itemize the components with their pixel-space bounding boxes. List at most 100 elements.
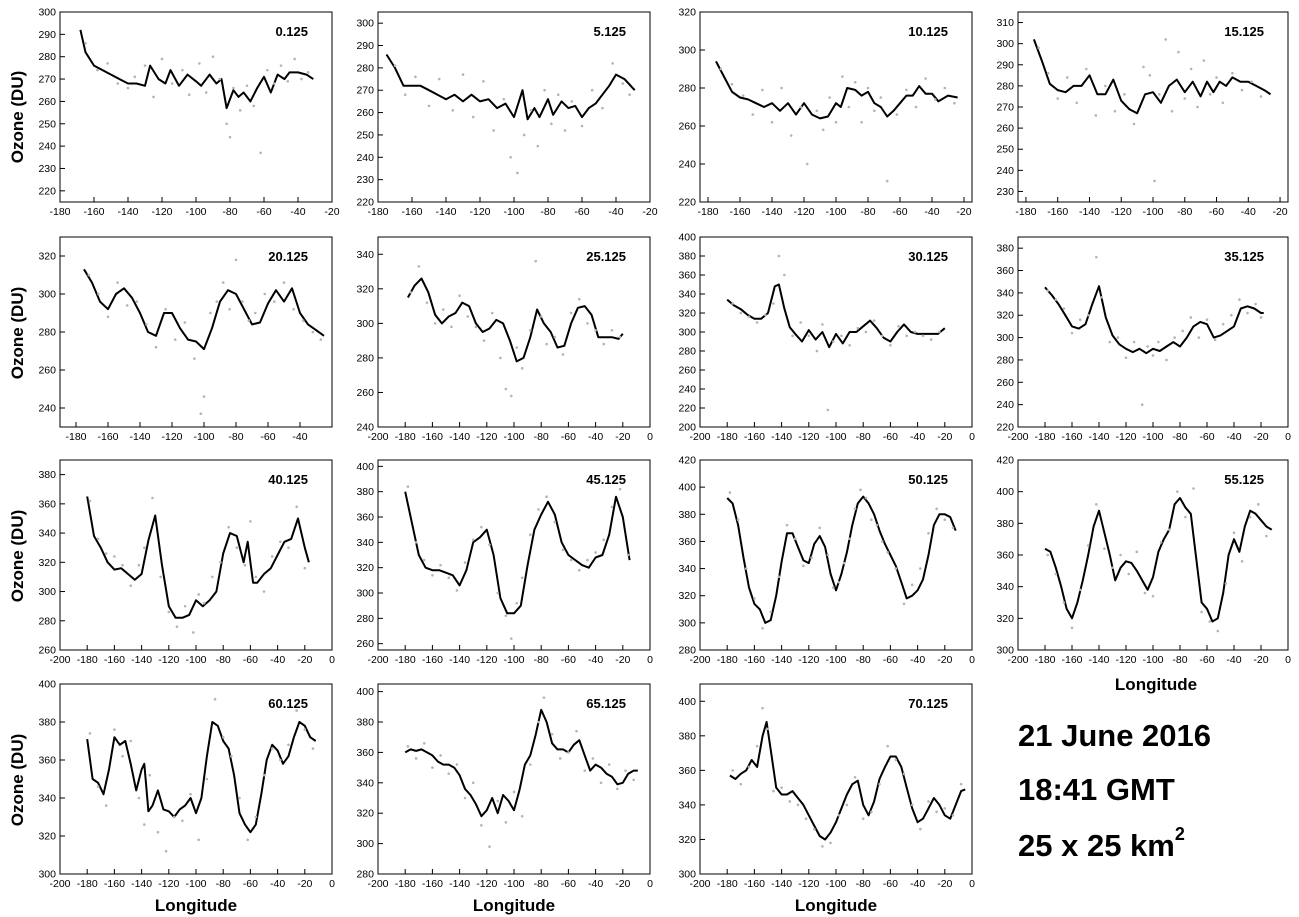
y-tick-label: 260 [356,638,374,650]
data-point [731,302,734,305]
data-point [515,346,519,349]
x-tick-label: -100 [503,206,524,218]
x-tick-label: -100 [185,878,206,890]
data-point [1157,340,1160,344]
x-tick-label: -180 [1034,431,1055,443]
x-tick-label: -20 [297,654,312,666]
data-point [529,763,532,766]
data-point [632,778,635,782]
data-point [1100,296,1103,299]
data-point [219,561,222,564]
y-tick-label: 250 [356,129,374,141]
data-point [610,505,614,509]
data-point [607,763,611,766]
data-point [747,765,751,769]
data-point [536,144,540,148]
y-tick-label: 320 [356,283,374,295]
y-tick-label: 250 [38,118,56,130]
plot-frame [59,459,333,651]
data-point [439,563,442,567]
data-point [739,782,743,786]
data-point [137,796,141,800]
panel-title: 60.125 [268,696,308,711]
x-tick-label: 0 [647,878,653,890]
data-point [927,531,930,535]
x-tick-label: -160 [104,878,125,890]
data-point [845,803,849,807]
panel-20.125: 240 260 280 300 320 -180 -160 -140 -120 -100 -80 -6… [38,236,333,443]
data-point [172,815,176,819]
data-point [594,328,597,332]
x-tick-label: -60 [243,878,258,890]
y-tick-label: 230 [996,186,1014,198]
plot-frame [699,683,973,875]
plot-frame [377,683,651,875]
data-point [1196,105,1199,109]
data-point [249,520,252,523]
x-tick-label: -20 [324,206,339,218]
data-point [509,637,513,640]
y-tick-label: 400 [996,486,1014,498]
x-axis-label-col-1: Longitude [154,896,238,915]
y-tick-label: 340 [678,289,696,301]
data-point [529,109,533,112]
y-tick-label: 380 [356,717,374,729]
x-tick-label: -40 [1226,654,1241,666]
data-point [550,122,553,126]
data-point [173,338,177,341]
data-point [755,744,759,748]
x-tick-label: -80 [856,878,871,890]
y-tick-label: 280 [38,51,56,63]
data-point [1181,329,1184,333]
y-tick-label: 260 [996,377,1014,389]
data-point [599,781,603,785]
data-point [1046,553,1049,557]
y-tick-label: 340 [678,799,696,811]
x-tick-label: -120 [476,878,497,890]
data-point [311,330,315,334]
data-point [921,334,925,338]
data-point [880,334,884,338]
data-point [414,757,418,760]
data-point [455,589,459,592]
y-tick-label: 240 [678,384,696,396]
data-point [270,555,274,558]
x-tick-label: -120 [476,654,497,666]
data-point [1151,354,1155,357]
data-point [561,548,565,552]
y-tick-label: 320 [356,562,374,574]
data-point [437,77,441,81]
x-tick-label: -200 [1007,654,1028,666]
y-tick-label: 280 [356,869,374,881]
data-point [590,88,594,92]
data-point [461,73,465,76]
data-point [1158,93,1161,96]
data-point [145,323,148,326]
x-tick-label: -40 [1226,431,1241,443]
y-tick-label: 280 [356,613,374,625]
y-tick-label: 280 [678,83,696,95]
data-point [287,546,290,549]
x-tick-label: -160 [744,431,765,443]
data-point [151,496,154,500]
data-point [529,533,532,537]
x-tick-label: -60 [574,206,589,218]
y-tick-label: 310 [996,17,1014,29]
data-point [303,728,307,731]
data-point [933,98,937,101]
data-point [97,292,100,296]
data-point [789,134,793,137]
y-tick-label: 280 [996,80,1014,92]
y-tick-label: 280 [356,352,374,364]
data-point [202,395,206,398]
data-point [262,590,266,593]
data-point [602,538,606,542]
data-point [266,68,269,72]
data-point [213,697,217,701]
data-point [769,610,773,614]
x-tick-label: -180 [697,206,718,218]
x-tick-label: -160 [1061,431,1082,443]
data-point [628,93,631,97]
data-point [254,815,258,819]
